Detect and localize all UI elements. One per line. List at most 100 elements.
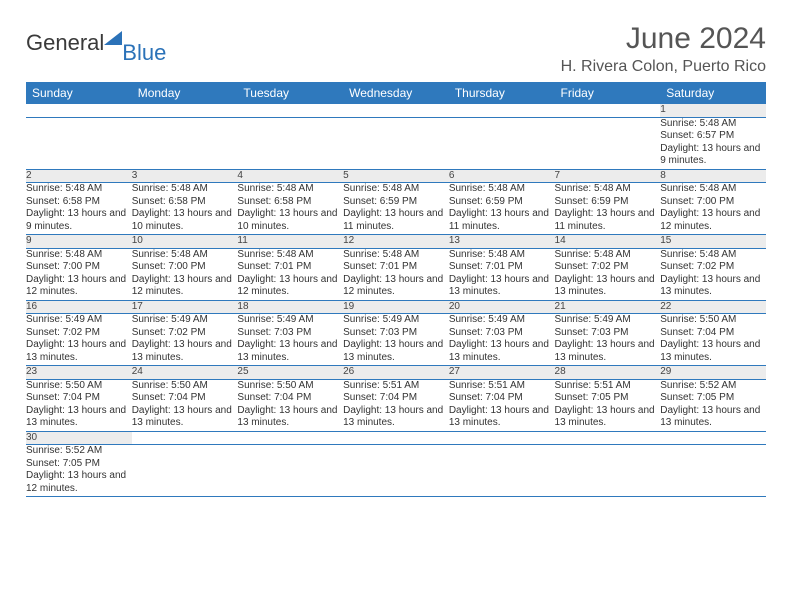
day-detail-cell	[343, 117, 449, 169]
day-number-row: 1	[26, 104, 766, 117]
day-number-cell: 3	[132, 169, 238, 183]
day-detail-cell: Sunrise: 5:48 AMSunset: 7:02 PMDaylight:…	[555, 248, 661, 300]
day-number-cell: 13	[449, 235, 555, 249]
day-number-cell: 14	[555, 235, 661, 249]
calendar-table: SundayMondayTuesdayWednesdayThursdayFrid…	[26, 82, 766, 497]
day-number-cell: 28	[555, 366, 661, 380]
day-detail-cell: Sunrise: 5:48 AMSunset: 6:59 PMDaylight:…	[343, 183, 449, 235]
calendar-body: 1 Sunrise: 5:48 AMSunset: 6:57 PMDayligh…	[26, 104, 766, 497]
day-detail-cell	[237, 117, 343, 169]
weekday-header: Saturday	[660, 82, 766, 104]
day-detail-cell: Sunrise: 5:48 AMSunset: 6:58 PMDaylight:…	[26, 183, 132, 235]
day-number-cell: 21	[555, 300, 661, 314]
day-detail-cell: Sunrise: 5:48 AMSunset: 6:58 PMDaylight:…	[132, 183, 238, 235]
day-detail-cell: Sunrise: 5:50 AMSunset: 7:04 PMDaylight:…	[26, 379, 132, 431]
day-number-cell	[555, 104, 661, 117]
day-detail-cell: Sunrise: 5:51 AMSunset: 7:04 PMDaylight:…	[449, 379, 555, 431]
day-detail-cell: Sunrise: 5:50 AMSunset: 7:04 PMDaylight:…	[237, 379, 343, 431]
brand-part1: General	[26, 30, 104, 56]
day-number-cell: 9	[26, 235, 132, 249]
day-detail-cell: Sunrise: 5:49 AMSunset: 7:03 PMDaylight:…	[237, 314, 343, 366]
day-detail-cell	[555, 445, 661, 497]
weekday-header-row: SundayMondayTuesdayWednesdayThursdayFrid…	[26, 82, 766, 104]
day-detail-cell: Sunrise: 5:48 AMSunset: 7:02 PMDaylight:…	[660, 248, 766, 300]
day-number-cell	[343, 431, 449, 445]
day-number-cell	[660, 431, 766, 445]
day-detail-cell	[343, 445, 449, 497]
weekday-header: Wednesday	[343, 82, 449, 104]
day-number-cell: 6	[449, 169, 555, 183]
day-number-cell	[237, 431, 343, 445]
day-number-cell	[132, 104, 238, 117]
day-detail-cell	[132, 445, 238, 497]
day-number-cell: 26	[343, 366, 449, 380]
day-number-cell: 7	[555, 169, 661, 183]
day-detail-row: Sunrise: 5:48 AMSunset: 6:58 PMDaylight:…	[26, 183, 766, 235]
day-detail-cell: Sunrise: 5:48 AMSunset: 7:00 PMDaylight:…	[660, 183, 766, 235]
weekday-header: Monday	[132, 82, 238, 104]
day-number-cell: 15	[660, 235, 766, 249]
day-detail-cell: Sunrise: 5:52 AMSunset: 7:05 PMDaylight:…	[26, 445, 132, 497]
day-number-cell: 27	[449, 366, 555, 380]
day-number-cell: 8	[660, 169, 766, 183]
day-detail-cell: Sunrise: 5:51 AMSunset: 7:04 PMDaylight:…	[343, 379, 449, 431]
day-number-cell: 10	[132, 235, 238, 249]
day-number-cell: 20	[449, 300, 555, 314]
day-number-cell: 23	[26, 366, 132, 380]
day-detail-cell: Sunrise: 5:51 AMSunset: 7:05 PMDaylight:…	[555, 379, 661, 431]
sail-icon	[104, 31, 122, 45]
day-number-cell: 5	[343, 169, 449, 183]
day-number-cell	[237, 104, 343, 117]
day-detail-row: Sunrise: 5:48 AMSunset: 6:57 PMDaylight:…	[26, 117, 766, 169]
day-detail-cell: Sunrise: 5:48 AMSunset: 6:57 PMDaylight:…	[660, 117, 766, 169]
day-detail-cell: Sunrise: 5:48 AMSunset: 7:01 PMDaylight:…	[449, 248, 555, 300]
month-title: June 2024	[561, 22, 766, 56]
day-number-cell: 4	[237, 169, 343, 183]
day-number-row: 30	[26, 431, 766, 445]
day-number-cell: 19	[343, 300, 449, 314]
day-detail-cell: Sunrise: 5:48 AMSunset: 7:01 PMDaylight:…	[237, 248, 343, 300]
weekday-header: Friday	[555, 82, 661, 104]
weekday-header: Tuesday	[237, 82, 343, 104]
header: General Blue June 2024 H. Rivera Colon, …	[26, 22, 766, 76]
day-detail-cell: Sunrise: 5:48 AMSunset: 7:01 PMDaylight:…	[343, 248, 449, 300]
day-number-cell	[26, 104, 132, 117]
brand-logo: General Blue	[26, 30, 168, 56]
day-number-cell: 22	[660, 300, 766, 314]
day-detail-cell	[555, 117, 661, 169]
day-detail-cell: Sunrise: 5:50 AMSunset: 7:04 PMDaylight:…	[660, 314, 766, 366]
day-number-cell: 17	[132, 300, 238, 314]
title-block: June 2024 H. Rivera Colon, Puerto Rico	[561, 22, 766, 76]
weekday-header: Thursday	[449, 82, 555, 104]
day-number-row: 9101112131415	[26, 235, 766, 249]
day-number-cell: 11	[237, 235, 343, 249]
day-detail-cell: Sunrise: 5:49 AMSunset: 7:02 PMDaylight:…	[132, 314, 238, 366]
location: H. Rivera Colon, Puerto Rico	[561, 58, 766, 76]
day-detail-cell: Sunrise: 5:48 AMSunset: 6:59 PMDaylight:…	[555, 183, 661, 235]
day-number-cell	[555, 431, 661, 445]
day-detail-cell: Sunrise: 5:52 AMSunset: 7:05 PMDaylight:…	[660, 379, 766, 431]
day-number-cell	[449, 431, 555, 445]
day-number-cell	[449, 104, 555, 117]
day-number-row: 2345678	[26, 169, 766, 183]
day-number-cell: 1	[660, 104, 766, 117]
day-detail-cell: Sunrise: 5:48 AMSunset: 7:00 PMDaylight:…	[26, 248, 132, 300]
day-detail-cell: Sunrise: 5:49 AMSunset: 7:03 PMDaylight:…	[555, 314, 661, 366]
day-number-cell: 18	[237, 300, 343, 314]
weekday-header: Sunday	[26, 82, 132, 104]
day-number-row: 23242526272829	[26, 366, 766, 380]
day-number-cell: 2	[26, 169, 132, 183]
day-number-cell	[343, 104, 449, 117]
day-detail-cell: Sunrise: 5:50 AMSunset: 7:04 PMDaylight:…	[132, 379, 238, 431]
day-number-cell: 30	[26, 431, 132, 445]
day-number-cell: 16	[26, 300, 132, 314]
day-detail-cell	[449, 445, 555, 497]
day-number-cell	[132, 431, 238, 445]
day-number-cell: 25	[237, 366, 343, 380]
day-number-row: 16171819202122	[26, 300, 766, 314]
day-detail-cell: Sunrise: 5:49 AMSunset: 7:03 PMDaylight:…	[449, 314, 555, 366]
day-number-cell: 12	[343, 235, 449, 249]
day-detail-row: Sunrise: 5:48 AMSunset: 7:00 PMDaylight:…	[26, 248, 766, 300]
day-detail-cell: Sunrise: 5:48 AMSunset: 6:58 PMDaylight:…	[237, 183, 343, 235]
brand-part2: Blue	[122, 40, 166, 66]
